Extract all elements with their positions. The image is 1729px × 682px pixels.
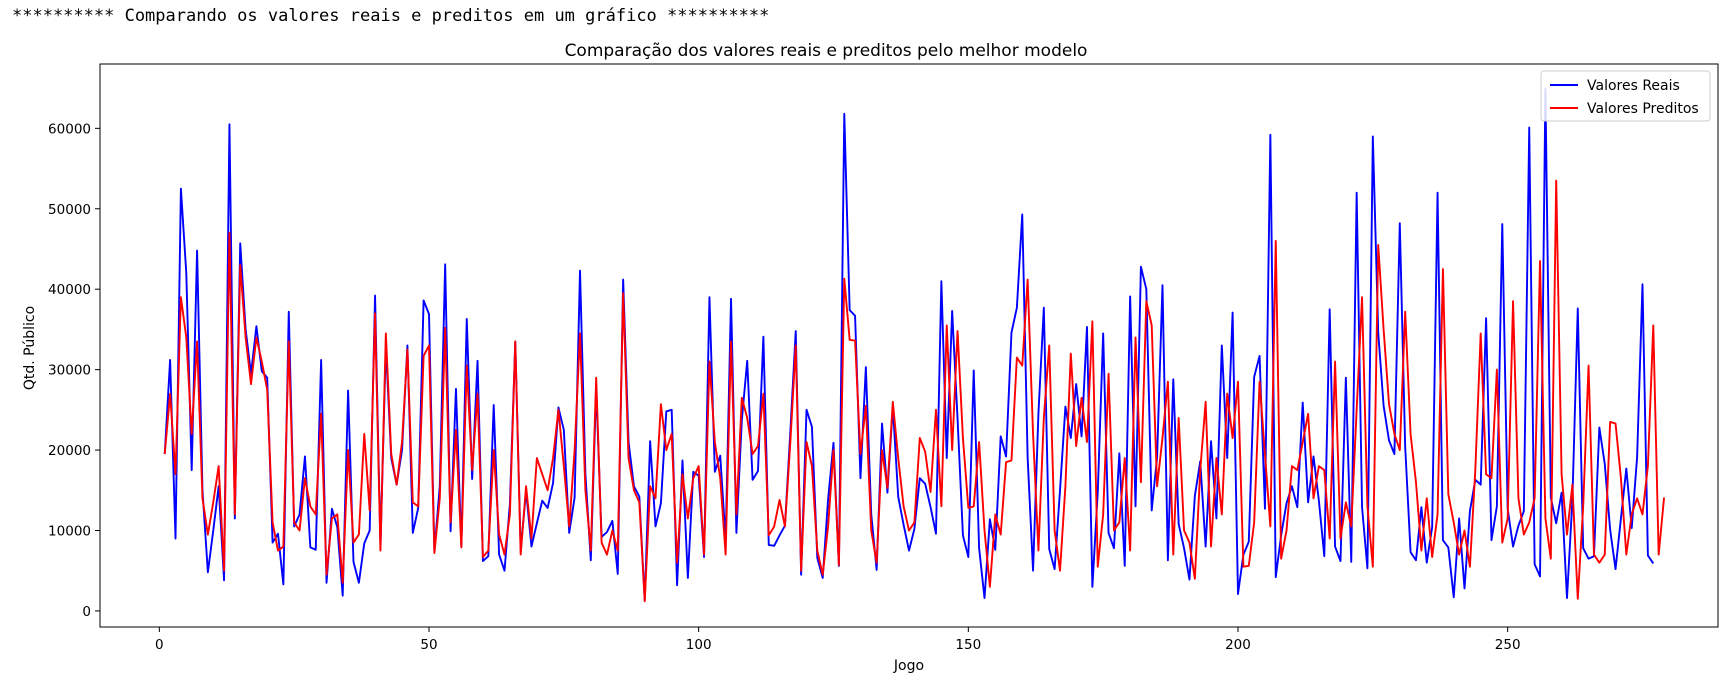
series-line-valores-preditos xyxy=(163,179,1666,603)
y-tick-label: 30000 xyxy=(48,363,91,379)
y-tick-label: 60000 xyxy=(48,121,91,137)
chart-title: Comparação dos valores reais e preditos … xyxy=(565,41,1088,61)
x-axis-label: Jogo xyxy=(893,658,924,674)
legend-label: Valores Reais xyxy=(1587,78,1680,94)
y-tick-label: 40000 xyxy=(48,282,91,298)
x-tick-label: 100 xyxy=(686,637,712,653)
x-tick-label: 250 xyxy=(1495,637,1521,653)
y-tick-label: 10000 xyxy=(48,523,91,539)
x-tick-label: 0 xyxy=(155,637,164,653)
series-line-valores-reais xyxy=(163,87,1655,602)
legend-box xyxy=(1540,70,1711,122)
y-axis-label: Qtd. Público xyxy=(22,306,38,390)
legend-label: Valores Preditos xyxy=(1587,101,1699,117)
axes: 0 50 100 150 200 250 0 10000 20000 30000 40000 5000… xyxy=(48,63,1719,653)
plot-area xyxy=(163,87,1666,603)
y-tick-label: 50000 xyxy=(48,202,91,218)
y-tick-label: 0 xyxy=(82,604,91,620)
x-tick-label: 200 xyxy=(1225,637,1251,653)
x-tick-label: 150 xyxy=(955,637,981,653)
y-tick-label: 20000 xyxy=(48,443,91,459)
x-tick-label: 50 xyxy=(420,637,437,653)
legend: Valores Reais Valores Preditos xyxy=(1540,70,1711,122)
console-output-line: ********** Comparando os valores reais e… xyxy=(12,6,770,26)
plot-frame xyxy=(99,63,1719,628)
